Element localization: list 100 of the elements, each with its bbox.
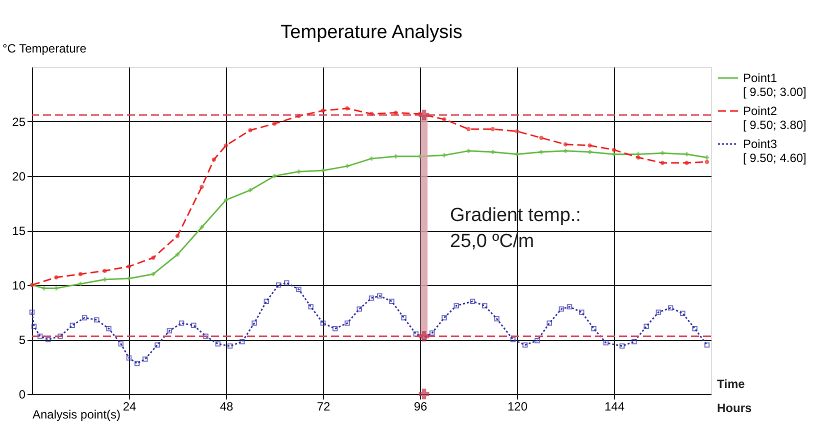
point xyxy=(466,127,471,132)
point xyxy=(248,188,252,192)
point xyxy=(430,330,435,336)
point xyxy=(240,339,245,344)
point xyxy=(522,342,528,348)
point xyxy=(376,293,382,299)
point xyxy=(102,277,107,282)
point xyxy=(224,143,228,148)
point xyxy=(442,153,446,158)
point xyxy=(94,317,100,322)
legend-label: Point2 [ 9.50; 3.80] xyxy=(743,104,806,132)
point xyxy=(636,155,640,160)
point xyxy=(466,148,471,154)
point xyxy=(356,306,362,312)
point xyxy=(563,142,568,147)
point xyxy=(54,286,58,290)
point xyxy=(175,252,180,257)
point xyxy=(200,184,204,190)
point xyxy=(668,305,674,311)
legend-label: Point3 [ 9.50; 4.60] xyxy=(743,137,806,165)
point xyxy=(37,334,43,339)
point xyxy=(612,148,616,152)
point xyxy=(284,280,290,286)
point xyxy=(644,324,649,330)
point xyxy=(490,127,495,132)
text: Hours xyxy=(717,401,752,415)
point xyxy=(215,341,221,346)
point xyxy=(656,310,662,315)
point xyxy=(369,156,374,161)
point xyxy=(704,160,710,164)
point xyxy=(514,152,520,156)
x-tick-label: 72 xyxy=(316,400,330,414)
point xyxy=(534,338,540,344)
point xyxy=(82,315,88,320)
y-tick-label: 0 xyxy=(18,388,26,402)
chart-title: Temperature Analysis xyxy=(280,22,462,43)
point xyxy=(151,272,156,276)
point xyxy=(175,234,180,238)
y-axis-title: °C Temperature xyxy=(2,42,87,56)
point xyxy=(134,360,140,366)
point xyxy=(54,275,58,280)
point xyxy=(660,150,665,156)
point xyxy=(612,152,616,156)
point xyxy=(482,303,488,308)
point xyxy=(490,150,495,154)
point xyxy=(332,326,338,332)
point xyxy=(368,295,374,301)
point xyxy=(264,298,270,304)
point xyxy=(308,304,314,310)
point xyxy=(296,170,301,174)
point xyxy=(345,164,350,168)
point xyxy=(579,310,584,315)
point xyxy=(102,268,107,273)
point xyxy=(78,282,83,286)
point xyxy=(200,225,204,230)
point xyxy=(619,343,625,349)
x-tick-label: 24 xyxy=(122,400,136,414)
point xyxy=(413,331,419,337)
point xyxy=(588,150,592,154)
point xyxy=(632,339,637,344)
point xyxy=(166,328,172,334)
point xyxy=(320,108,326,113)
x-tick-label: 96 xyxy=(414,400,428,414)
point xyxy=(126,355,132,361)
point xyxy=(58,334,63,339)
point xyxy=(224,198,228,202)
point xyxy=(394,154,398,158)
point xyxy=(42,286,46,290)
legend-label: Point1 [ 9.50; 3.00] xyxy=(743,71,806,99)
y-tick-label: 25 xyxy=(12,115,26,129)
point xyxy=(126,264,132,269)
point xyxy=(442,315,447,320)
point xyxy=(539,150,544,154)
point xyxy=(418,388,430,400)
point xyxy=(320,320,326,326)
point xyxy=(78,272,83,276)
x-axis-title: Analysis point(s) xyxy=(32,408,121,422)
point xyxy=(514,129,520,134)
point xyxy=(680,310,686,316)
point xyxy=(510,336,516,342)
point xyxy=(320,168,326,173)
point xyxy=(296,286,302,292)
point xyxy=(31,324,37,330)
point xyxy=(106,326,112,332)
point xyxy=(684,160,689,166)
y-tick-label: 15 xyxy=(12,224,26,238)
point xyxy=(70,322,76,328)
point xyxy=(345,106,350,111)
point xyxy=(154,342,160,348)
point xyxy=(558,306,564,312)
y-tick-label: 10 xyxy=(12,278,26,292)
point xyxy=(470,298,476,304)
point xyxy=(494,316,500,322)
point xyxy=(126,276,132,281)
point xyxy=(539,136,544,140)
x-tick-label: 48 xyxy=(220,400,234,414)
point xyxy=(389,298,394,304)
point xyxy=(203,334,208,339)
point xyxy=(566,304,572,310)
point xyxy=(692,326,698,332)
